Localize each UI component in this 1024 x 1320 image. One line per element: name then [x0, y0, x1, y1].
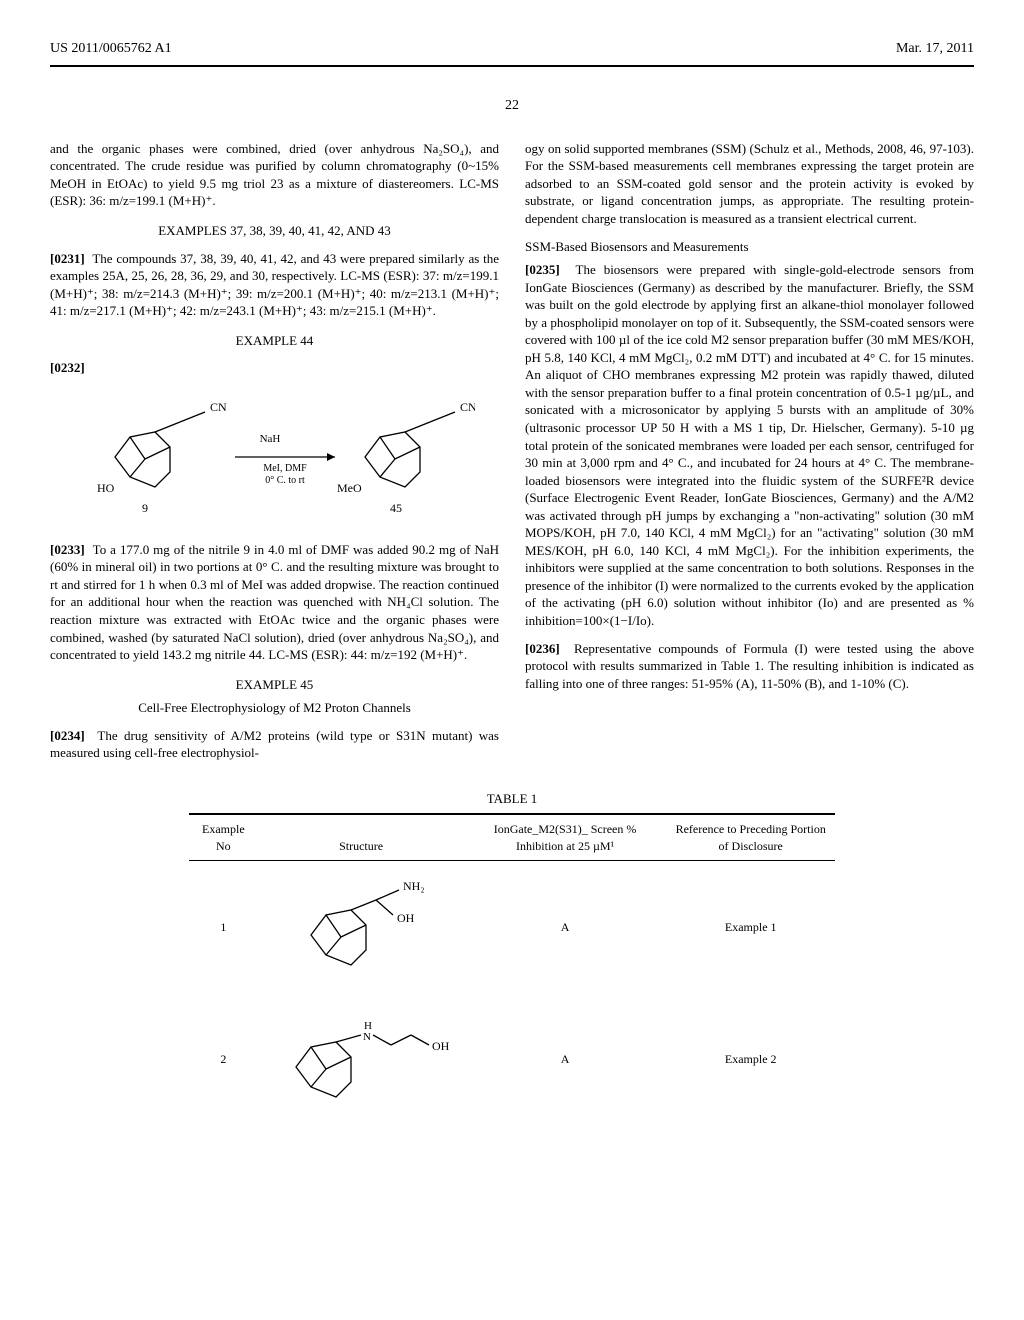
cell-structure: H N OH: [258, 993, 464, 1125]
cell-no: 2: [189, 993, 259, 1125]
cell-inhib: A: [464, 993, 666, 1125]
right-column: ogy on solid supported membranes (SSM) (…: [525, 140, 974, 772]
para-0235: [0235] The biosensors were prepared with…: [525, 261, 974, 629]
col-head-inhibition: IonGate_M2(S31)_ Screen % Inhibition at …: [464, 815, 666, 860]
para-text: Representative compounds of Formula (I) …: [525, 641, 974, 691]
table-caption: TABLE 1: [50, 790, 974, 808]
para-num: [0231]: [50, 251, 85, 266]
table-row: 2 H N: [189, 993, 836, 1125]
para-num: [0233]: [50, 542, 85, 557]
example-subheading: Cell-Free Electrophysiology of M2 Proton…: [50, 699, 499, 717]
label-cn: CN: [210, 400, 227, 414]
label-9: 9: [142, 501, 148, 515]
label-nh2: NH₂: [403, 879, 425, 893]
example-heading: EXAMPLE 44: [50, 332, 499, 350]
para-num: [0232]: [50, 360, 85, 375]
structure-svg: H N OH: [266, 1007, 456, 1107]
structure-svg: NH₂ OH: [281, 870, 441, 980]
label-n: N: [363, 1031, 371, 1043]
arrow-label-top: NaH: [259, 433, 280, 445]
para-text: The drug sensitivity of A/M2 proteins (w…: [50, 728, 499, 761]
table-row: 1 NH₂ OH: [189, 860, 836, 993]
reaction-scheme: CN HO 9 NaH MeI, DMF 0° C. to rt: [50, 387, 499, 527]
page-number: 22: [50, 97, 974, 116]
para-num: [0235]: [525, 262, 560, 277]
doc-header: US 2011/0065762 A1 Mar. 17, 2011: [50, 40, 974, 59]
para-num: [0236]: [525, 641, 560, 656]
col-head-reference: Reference to Preceding Portion of Disclo…: [666, 815, 835, 860]
label-oh: OH: [397, 911, 415, 925]
header-rule: [50, 65, 974, 67]
para-cont-r: ogy on solid supported membranes (SSM) (…: [525, 140, 974, 228]
para-0232: [0232]: [50, 359, 499, 377]
table-1-wrap: TABLE 1 Example No Structure IonGate_M2(…: [50, 790, 974, 1125]
example-heading: EXAMPLE 45: [50, 676, 499, 694]
col-head-structure: Structure: [258, 815, 464, 860]
cell-ref: Example 2: [666, 993, 835, 1125]
pub-date: Mar. 17, 2011: [896, 40, 974, 59]
para-0233: [0233] To a 177.0 mg of the nitrile 9 in…: [50, 541, 499, 664]
label-ho: HO: [97, 481, 115, 495]
label-cn-r: CN: [460, 400, 475, 414]
para-num: [0234]: [50, 728, 85, 743]
scheme-svg: CN HO 9 NaH MeI, DMF 0° C. to rt: [75, 387, 475, 527]
label-45: 45: [390, 501, 402, 515]
label-meo: MeO: [337, 481, 362, 495]
example-heading: EXAMPLES 37, 38, 39, 40, 41, 42, AND 43: [50, 222, 499, 240]
cell-structure: NH₂ OH: [258, 860, 464, 993]
para-cont: and the organic phases were combined, dr…: [50, 140, 499, 210]
col-head-example-no: Example No: [189, 815, 259, 860]
subheading-ssm: SSM-Based Biosensors and Measurements: [525, 238, 974, 256]
label-oh2: OH: [432, 1039, 450, 1053]
cell-no: 1: [189, 860, 259, 993]
arrow-label-mid: MeI, DMF: [263, 463, 307, 474]
para-0231: [0231] The compounds 37, 38, 39, 40, 41,…: [50, 250, 499, 320]
patent-number: US 2011/0065762 A1: [50, 40, 172, 59]
para-text: The biosensors were prepared with single…: [525, 262, 974, 628]
para-0234: [0234] The drug sensitivity of A/M2 prot…: [50, 727, 499, 762]
para-text: To a 177.0 mg of the nitrile 9 in 4.0 ml…: [50, 542, 499, 662]
arrow-label-bot: 0° C. to rt: [265, 475, 305, 486]
table-1: Example No Structure IonGate_M2(S31)_ Sc…: [189, 813, 836, 1124]
cell-ref: Example 1: [666, 860, 835, 993]
left-column: and the organic phases were combined, dr…: [50, 140, 499, 772]
cell-inhib: A: [464, 860, 666, 993]
two-column-layout: and the organic phases were combined, dr…: [50, 140, 974, 772]
para-0236: [0236] Representative compounds of Formu…: [525, 640, 974, 693]
para-text: The compounds 37, 38, 39, 40, 41, 42, an…: [50, 251, 499, 319]
